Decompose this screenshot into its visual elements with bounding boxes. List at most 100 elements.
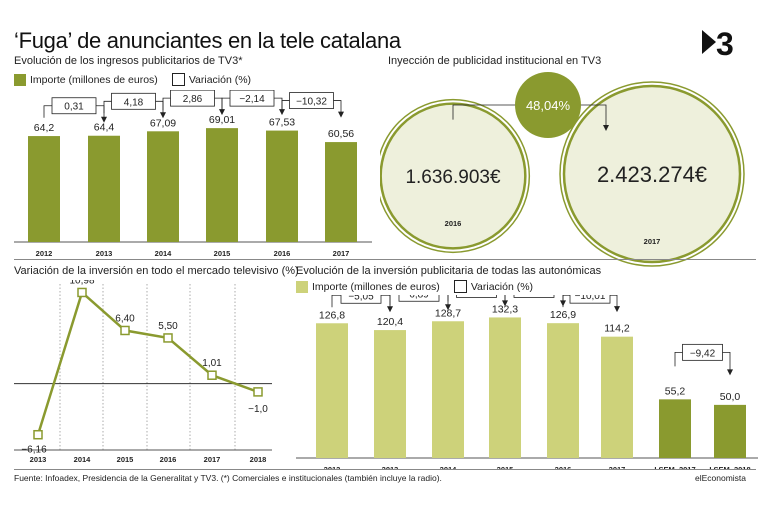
bar <box>547 323 579 458</box>
bar-value-label: 64,4 <box>94 122 115 134</box>
bar <box>659 399 691 458</box>
data-label: −6,16 <box>21 445 47 456</box>
bar <box>266 130 298 242</box>
legend-swatch-importe <box>14 73 26 86</box>
x-tick-label: 2016 <box>555 465 572 470</box>
variation-box <box>682 343 723 361</box>
variation-connector <box>674 351 683 367</box>
legend-swatch-variacion <box>171 73 185 86</box>
variation-connector <box>333 100 342 115</box>
variation-arrowhead <box>502 300 508 307</box>
x-tick-label: 2013 <box>30 455 47 464</box>
x-tick-label: 2012 <box>36 249 53 258</box>
bar <box>601 336 633 458</box>
variation-label: −10,32 <box>296 97 327 108</box>
variation-label: −5,05 <box>348 295 374 302</box>
x-tick-label: I SEM. 2018 <box>709 465 750 470</box>
variation-arrowhead <box>387 306 393 313</box>
variation-connector <box>331 295 341 308</box>
variation-label: 0,31 <box>64 102 84 113</box>
variation-arrowhead <box>727 369 733 376</box>
legend-swatch-importe-2 <box>296 280 308 293</box>
chart3-title: Variación de la inversión en todo el mer… <box>14 265 299 277</box>
chart2-title: Inyección de publicidad institucional en… <box>388 55 602 67</box>
variation-connector <box>447 295 449 308</box>
change-connector <box>452 104 518 120</box>
legend-variacion-label: Variación (%) <box>188 73 252 86</box>
variation-connector <box>281 100 290 113</box>
data-point <box>207 370 217 380</box>
chart4-title: Evolución de la inversión publicitaria d… <box>296 265 602 277</box>
data-point <box>253 387 263 397</box>
data-point <box>33 429 43 440</box>
bar-value-label: 50,0 <box>720 391 741 403</box>
bar <box>206 128 238 242</box>
x-tick-label: 2013 <box>382 465 399 470</box>
bar <box>489 317 521 458</box>
variation-connector <box>447 295 449 302</box>
bar <box>147 131 179 242</box>
bubble-outer-ring <box>559 81 745 267</box>
legend-variacion-label-2: Variación (%) <box>470 280 534 293</box>
bar <box>316 323 348 458</box>
variation-label: 6,89 <box>409 295 429 300</box>
x-tick-label: 2013 <box>96 249 113 258</box>
x-tick-label: 2012 <box>324 465 341 470</box>
bar-value-label: 132,3 <box>492 303 518 315</box>
data-point <box>77 287 87 298</box>
change-bubble <box>515 72 581 138</box>
legend-importe-label-2: Importe (millones de euros) <box>312 280 440 293</box>
x-tick-label: 2015 <box>117 455 134 464</box>
footer-divider <box>14 469 756 470</box>
bubble-value-label: 1.636.903€ <box>405 167 501 188</box>
change-label: 48,04% <box>526 98 571 113</box>
x-tick-label: 2014 <box>155 249 173 258</box>
data-point <box>163 333 173 343</box>
bubble-outer-ring <box>380 98 531 254</box>
variation-label: −2,14 <box>239 94 265 105</box>
page-title: ‘Fuga’ de anunciantes en la tele catalan… <box>14 28 401 53</box>
bar-value-label: 126,8 <box>319 309 345 321</box>
variation-box <box>456 295 497 298</box>
bar <box>374 330 406 458</box>
variation-box <box>111 92 156 110</box>
variation-connector <box>504 295 506 302</box>
bar-value-label: 128,7 <box>435 307 461 319</box>
bubble <box>380 102 527 250</box>
section-divider <box>14 259 756 260</box>
data-label: −1,0 <box>248 404 268 415</box>
bar-value-label: 67,53 <box>269 117 295 129</box>
variation-box <box>569 295 611 304</box>
data-label: 6,40 <box>115 313 135 324</box>
data-point <box>120 325 130 336</box>
chart4-legend: Importe (millones de euros) Variación (%… <box>296 280 533 293</box>
tv3-logo: 3 <box>702 26 752 62</box>
variation-box <box>340 295 382 304</box>
variation-label: −4,08 <box>521 295 547 296</box>
variation-connector <box>162 97 171 111</box>
bar <box>28 136 60 242</box>
data-label: 1,01 <box>202 358 222 369</box>
tv3-logo-mark: 3 <box>702 26 734 62</box>
change-arrowhead <box>603 125 609 131</box>
variation-connector <box>43 105 52 118</box>
variation-connector <box>722 351 731 373</box>
x-tick-label: 2016 <box>160 455 177 464</box>
bar-value-label: 55,2 <box>665 385 686 397</box>
x-tick-label: 2014 <box>440 465 458 470</box>
variation-connector <box>103 100 112 114</box>
variation-arrowhead <box>445 304 451 311</box>
chart1-title: Evolución de los ingresos publicitarios … <box>14 55 243 67</box>
variation-arrowhead <box>338 111 344 118</box>
data-label: 10,98 <box>69 280 94 286</box>
variation-box <box>229 90 275 107</box>
variation-box <box>51 97 97 115</box>
bar <box>714 404 746 458</box>
bubble-year-label: 2016 <box>445 219 462 228</box>
variation-connector <box>562 295 570 308</box>
x-tick-label: 2017 <box>609 465 626 470</box>
variation-label: 4,18 <box>124 97 144 108</box>
variation-box <box>398 295 440 302</box>
variation-arrowhead <box>614 306 620 313</box>
